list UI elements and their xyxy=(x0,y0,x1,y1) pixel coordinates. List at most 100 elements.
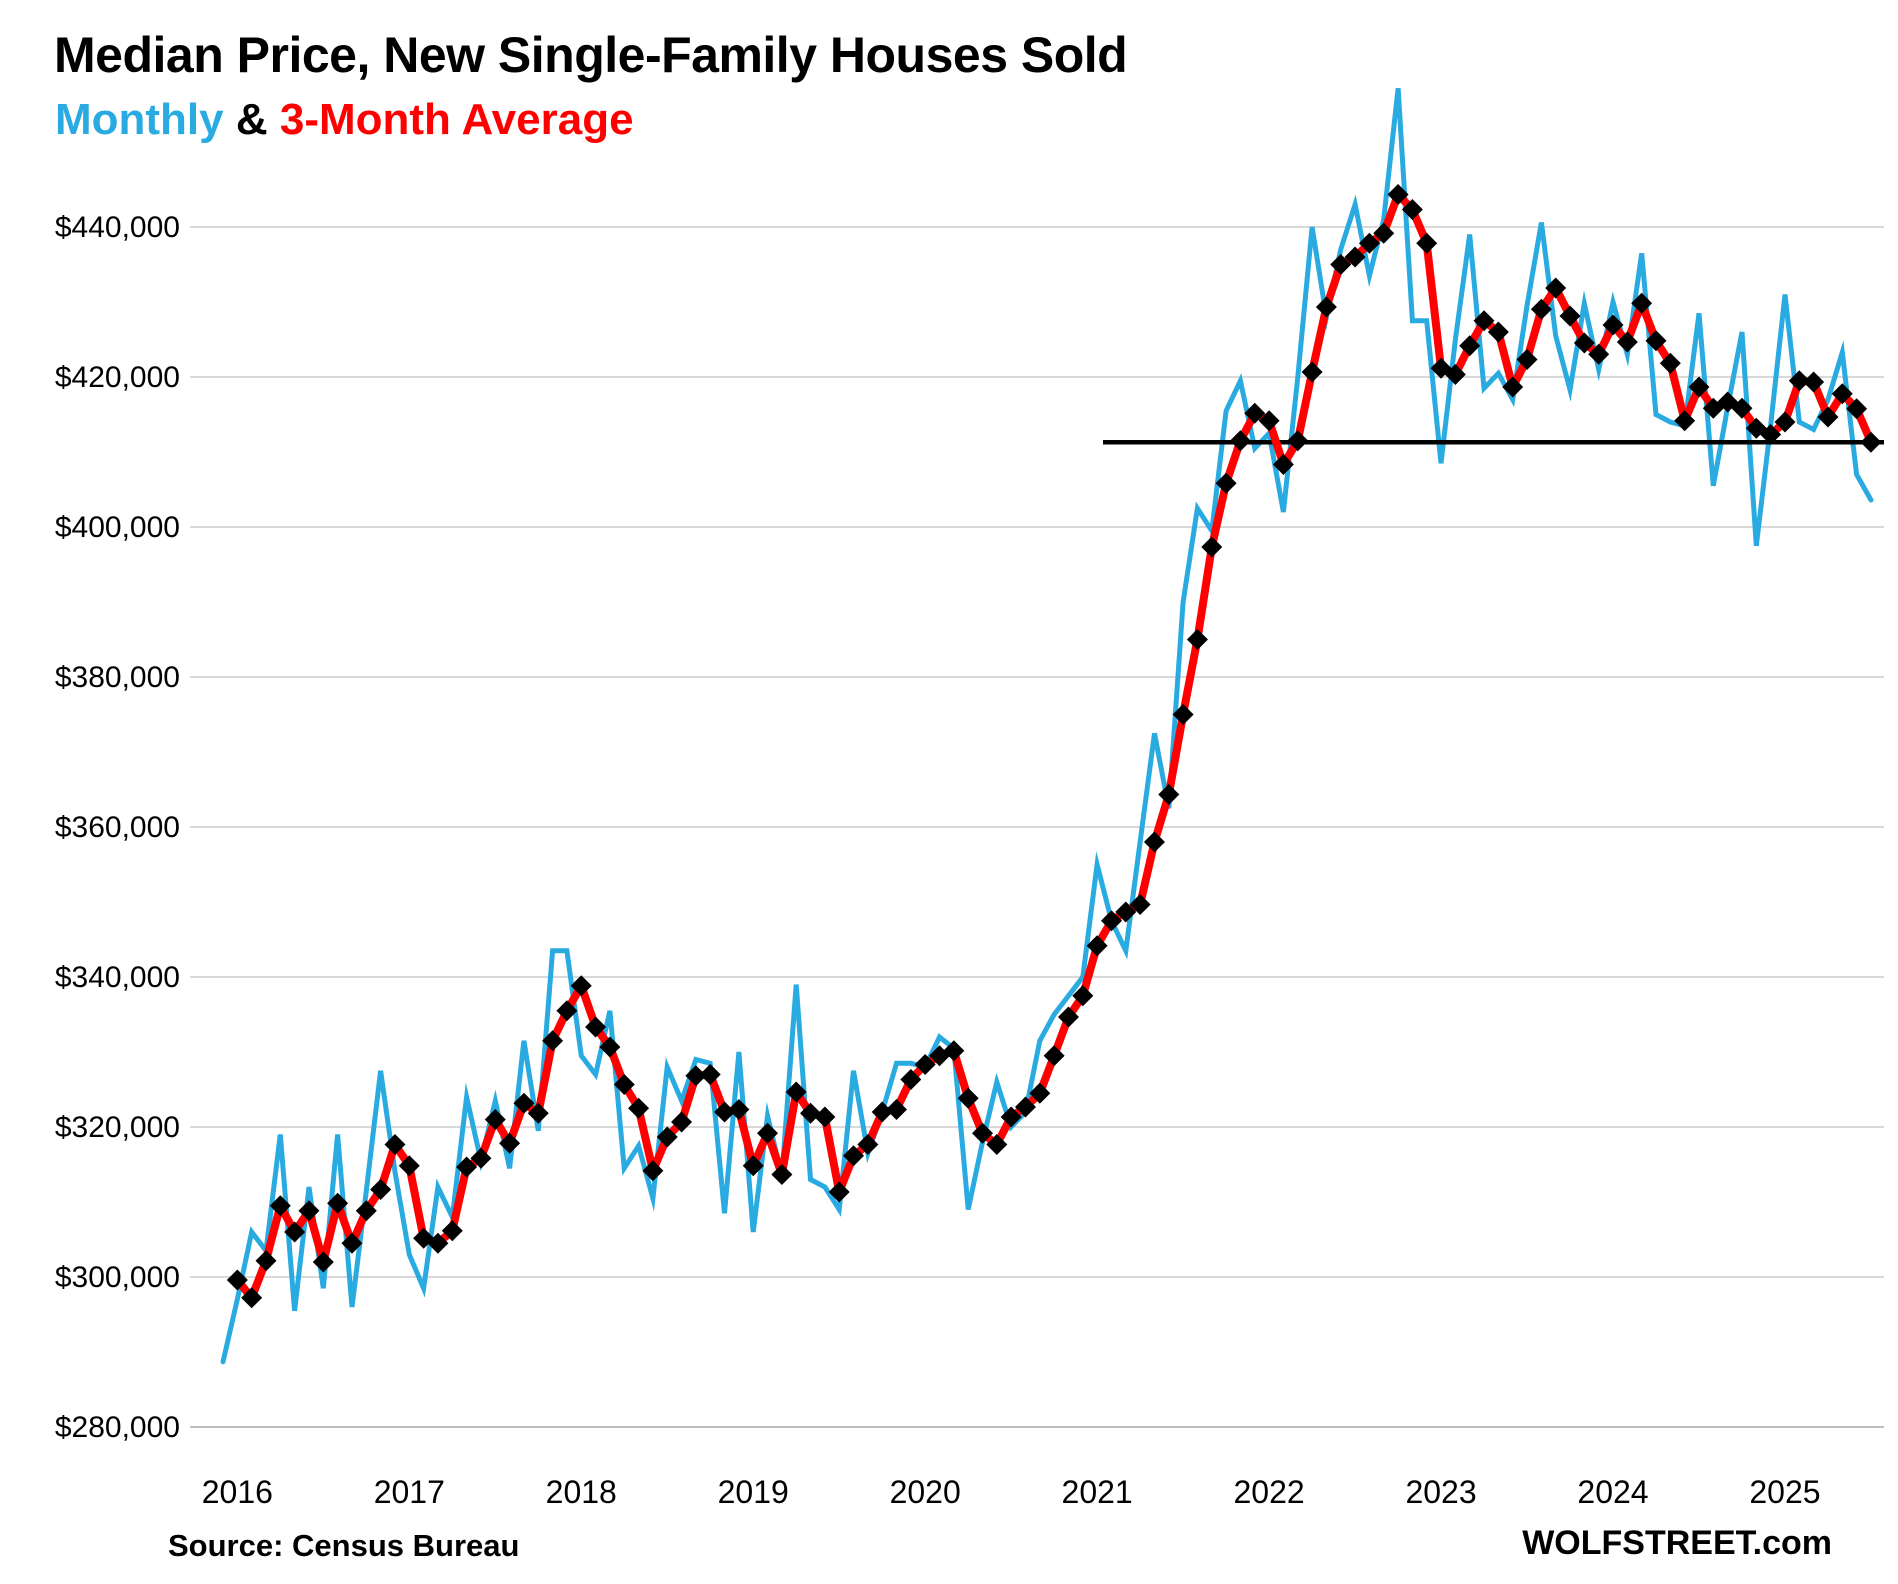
diamond-marker xyxy=(1272,454,1294,475)
diamond-marker xyxy=(1115,901,1137,923)
diamond-marker xyxy=(914,1054,936,1075)
diamond-marker xyxy=(957,1087,979,1109)
diamond-marker xyxy=(1258,410,1280,432)
diamond-marker xyxy=(255,1250,277,1272)
diamond-marker xyxy=(1215,472,1237,494)
diamond-marker xyxy=(785,1081,807,1103)
y-axis-label: $340,000 xyxy=(55,961,180,994)
page-title: Median Price, New Single-Family Houses S… xyxy=(54,27,1128,83)
legend-average-label: 3-Month Average xyxy=(279,95,634,144)
brand-watermark: WOLFSTREET.com xyxy=(1522,1524,1832,1562)
diamond-marker xyxy=(1588,343,1610,365)
diamond-marker xyxy=(642,1160,664,1182)
diamond-marker xyxy=(527,1102,549,1124)
diamond-marker xyxy=(1287,430,1309,452)
diamond-marker xyxy=(1029,1082,1051,1104)
source-note: Source: Census Bureau xyxy=(168,1528,520,1563)
diamond-marker xyxy=(1344,246,1366,268)
diamond-marker xyxy=(656,1126,678,1148)
x-axis-label: 2023 xyxy=(1405,1474,1476,1510)
diamond-marker xyxy=(398,1155,420,1177)
diamond-marker xyxy=(1086,935,1108,957)
diamond-marker xyxy=(1301,361,1323,383)
diamond-marker xyxy=(241,1287,263,1309)
diamond-marker xyxy=(1043,1045,1065,1067)
diamond-marker xyxy=(843,1145,865,1167)
diamond-marker xyxy=(499,1132,521,1154)
x-axis-label: 2022 xyxy=(1233,1474,1304,1510)
diamond-marker xyxy=(470,1147,492,1169)
y-axis-label: $280,000 xyxy=(55,1411,180,1444)
x-axis-label: 2021 xyxy=(1062,1474,1133,1510)
diamond-marker xyxy=(971,1122,993,1144)
y-axis-label: $360,000 xyxy=(55,811,180,844)
diamond-marker xyxy=(900,1069,922,1090)
diamond-marker xyxy=(814,1106,836,1128)
diamond-marker xyxy=(728,1099,750,1120)
x-axis-label: 2020 xyxy=(890,1474,961,1510)
diamond-marker xyxy=(441,1220,463,1242)
diamond-marker xyxy=(1831,383,1853,405)
diamond-marker xyxy=(1330,254,1352,275)
x-axis-label: 2024 xyxy=(1577,1474,1648,1510)
diamond-marker xyxy=(542,1030,564,1052)
diamond-marker xyxy=(226,1269,248,1291)
diamond-marker xyxy=(456,1156,478,1178)
diamond-marker xyxy=(757,1122,779,1144)
x-axis-label: 2019 xyxy=(718,1474,789,1510)
diamond-marker xyxy=(327,1192,349,1214)
diamond-marker xyxy=(857,1134,879,1155)
diamond-marker xyxy=(1014,1096,1036,1118)
diamond-marker xyxy=(1817,406,1839,428)
diamond-marker xyxy=(1516,349,1538,370)
diamond-marker xyxy=(384,1134,406,1155)
diamond-marker xyxy=(1315,296,1337,318)
diamond-marker xyxy=(886,1099,908,1120)
diamond-marker xyxy=(1143,831,1165,853)
diamond-marker xyxy=(1186,629,1208,650)
diamond-marker xyxy=(1373,222,1395,244)
diamond-marker xyxy=(986,1134,1008,1155)
diamond-marker xyxy=(1631,292,1653,314)
diamond-marker xyxy=(1803,371,1825,393)
diamond-marker xyxy=(427,1232,449,1254)
diamond-marker xyxy=(1502,376,1524,398)
x-axis-label: 2025 xyxy=(1749,1474,1820,1510)
diamond-marker xyxy=(1401,199,1423,220)
diamond-marker xyxy=(1172,704,1194,725)
diamond-marker xyxy=(484,1109,506,1130)
y-axis-label: $320,000 xyxy=(55,1111,180,1144)
legend-ampersand: & xyxy=(223,95,280,144)
diamond-marker xyxy=(585,1016,607,1038)
diamond-marker xyxy=(1674,410,1696,432)
diamond-marker xyxy=(1688,376,1710,398)
diamond-marker xyxy=(513,1092,535,1114)
diamond-marker xyxy=(599,1036,621,1058)
y-axis-label: $380,000 xyxy=(55,661,180,694)
diamond-marker xyxy=(1545,277,1567,299)
diamond-marker xyxy=(1731,397,1753,419)
diamond-marker xyxy=(1774,411,1796,433)
diamond-marker xyxy=(1559,305,1581,327)
diamond-marker xyxy=(1387,184,1409,205)
chart-subtitle-legend: Monthly & 3-Month Average xyxy=(55,95,634,145)
diamond-marker xyxy=(1100,910,1122,932)
diamond-marker xyxy=(671,1111,693,1133)
diamond-marker xyxy=(1616,331,1638,353)
diamond-marker xyxy=(771,1164,793,1185)
diamond-marker xyxy=(1530,298,1552,320)
diamond-marker xyxy=(1602,314,1624,336)
diamond-marker xyxy=(1860,431,1882,453)
diamond-marker xyxy=(800,1102,822,1124)
y-axis-label: $440,000 xyxy=(55,211,180,244)
diamond-marker xyxy=(1158,784,1180,805)
diamond-marker xyxy=(1129,894,1151,915)
diamond-marker xyxy=(1229,430,1251,452)
diamond-marker xyxy=(355,1200,377,1222)
diamond-marker xyxy=(269,1195,291,1217)
diamond-marker xyxy=(1659,352,1681,374)
diamond-marker xyxy=(613,1074,635,1095)
diamond-marker xyxy=(284,1221,306,1243)
